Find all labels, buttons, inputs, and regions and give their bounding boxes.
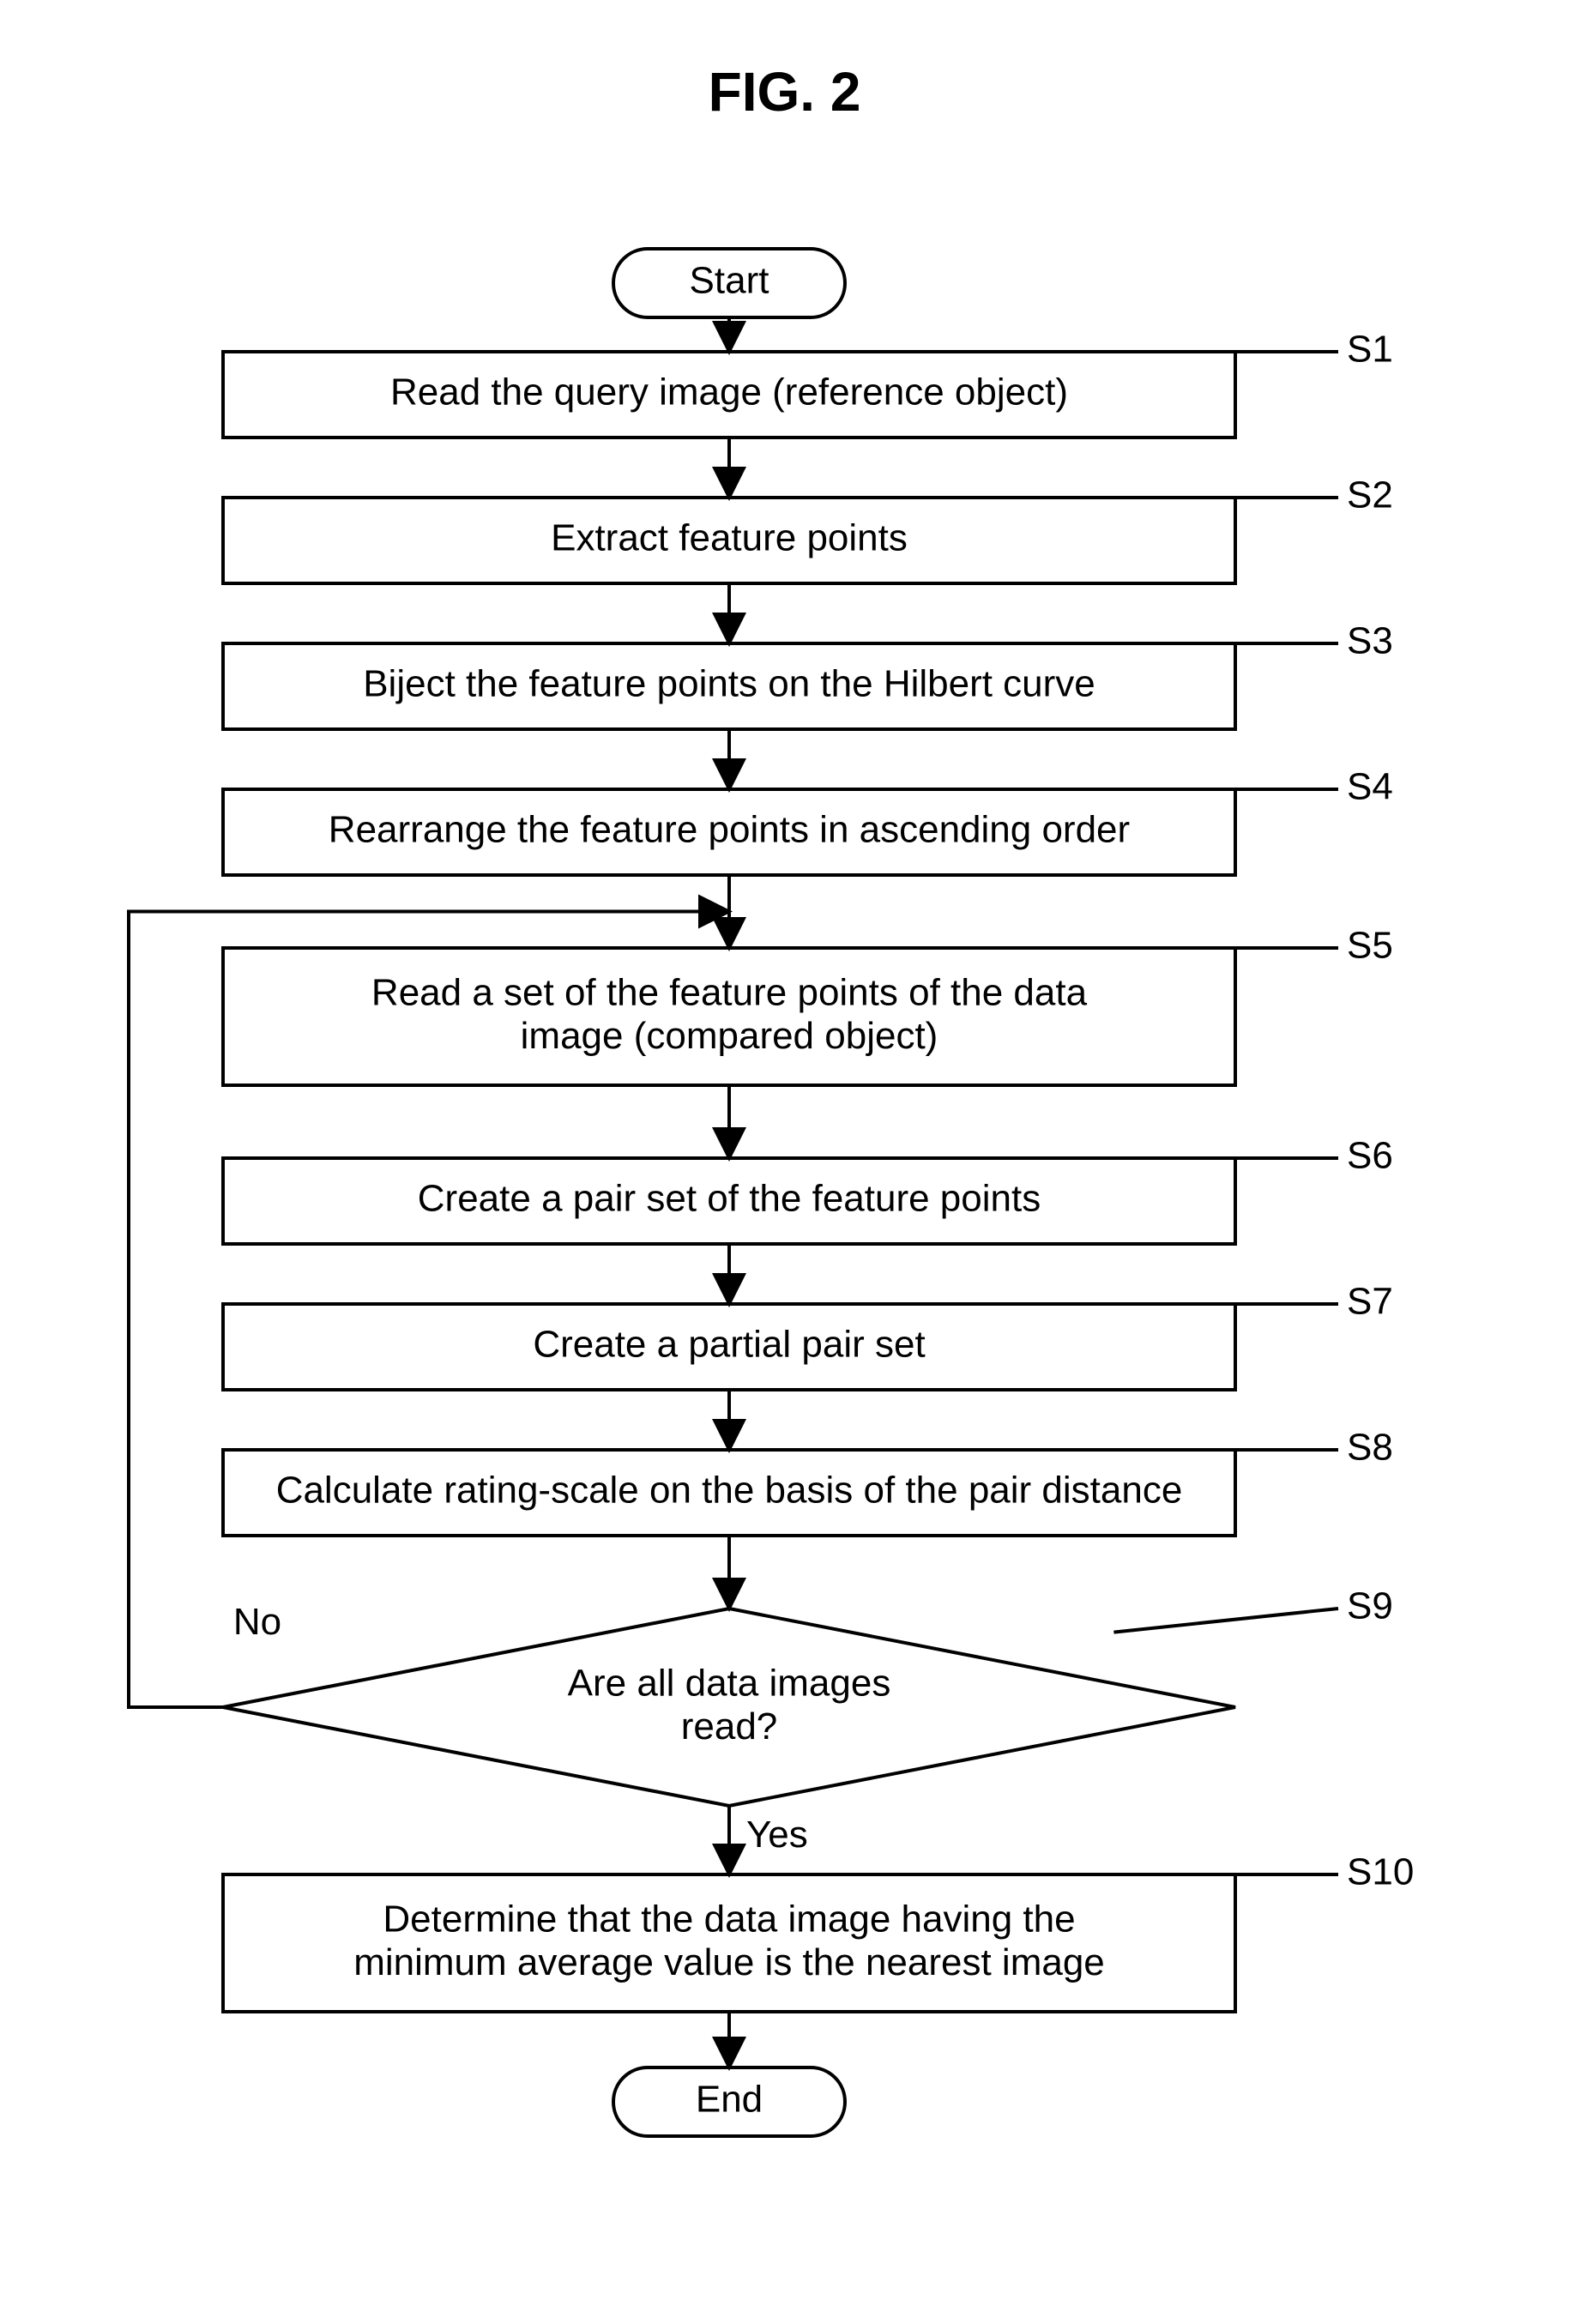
node-s8: Calculate rating-scale on the basis of t… [223,1427,1393,1536]
node-text-s5-0: Read a set of the feature points of the … [371,971,1088,1013]
node-s5: Read a set of the feature points of the … [223,925,1393,1085]
step-label-s9: S9 [1347,1585,1393,1627]
node-text-s2-0: Extract feature points [551,517,908,559]
node-text-start-0: Start [690,260,769,302]
step-label-s7: S7 [1347,1281,1393,1323]
step-label-s1: S1 [1347,329,1393,371]
node-s7: Create a partial pair set S7 [223,1281,1393,1390]
edge-label-no: No [233,1601,281,1643]
node-s3: Biject the feature points on the Hilbert… [223,620,1393,729]
node-text-s10-1: minimum average value is the nearest ima… [353,1941,1105,1983]
step-label-s2: S2 [1347,474,1393,516]
node-text-end-0: End [696,2079,763,2121]
step-label-s3: S3 [1347,620,1393,662]
node-s1: Read the query image (reference object) S… [223,329,1393,438]
node-text-s3-0: Biject the feature points on the Hilbert… [363,663,1095,705]
step-label-s10: S10 [1347,1851,1414,1893]
node-text-s9-1: read? [681,1705,778,1748]
step-label-s8: S8 [1347,1427,1393,1469]
node-s6: Create a pair set of the feature points S… [223,1135,1393,1244]
node-text-s4-0: Rearrange the feature points in ascendin… [329,809,1130,851]
node-s4: Rearrange the feature points in ascendin… [223,766,1393,875]
node-end: End [613,2067,845,2136]
edge-label-yes: Yes [746,1814,808,1856]
node-text-s5-1: image (compared object) [521,1015,938,1057]
node-start: Start [613,249,845,317]
node-s9: Are all data imagesread? S9 [223,1585,1393,1806]
step-label-s5: S5 [1347,925,1393,967]
node-s2: Extract feature points S2 [223,474,1393,583]
node-text-s1-0: Read the query image (reference object) [390,371,1068,413]
step-label-s6: S6 [1347,1135,1393,1177]
node-text-s9-0: Are all data images [568,1662,891,1704]
node-text-s10-0: Determine that the data image having the [383,1898,1075,1940]
node-text-s6-0: Create a pair set of the feature points [418,1178,1041,1220]
node-s10: Determine that the data image having the… [223,1851,1414,2012]
node-text-s8-0: Calculate rating-scale on the basis of t… [276,1470,1183,1512]
step-label-s4: S4 [1347,766,1393,808]
flowchart-svg: Start Read the query image (reference obj… [0,0,1569,2324]
node-text-s7-0: Create a partial pair set [533,1324,925,1366]
